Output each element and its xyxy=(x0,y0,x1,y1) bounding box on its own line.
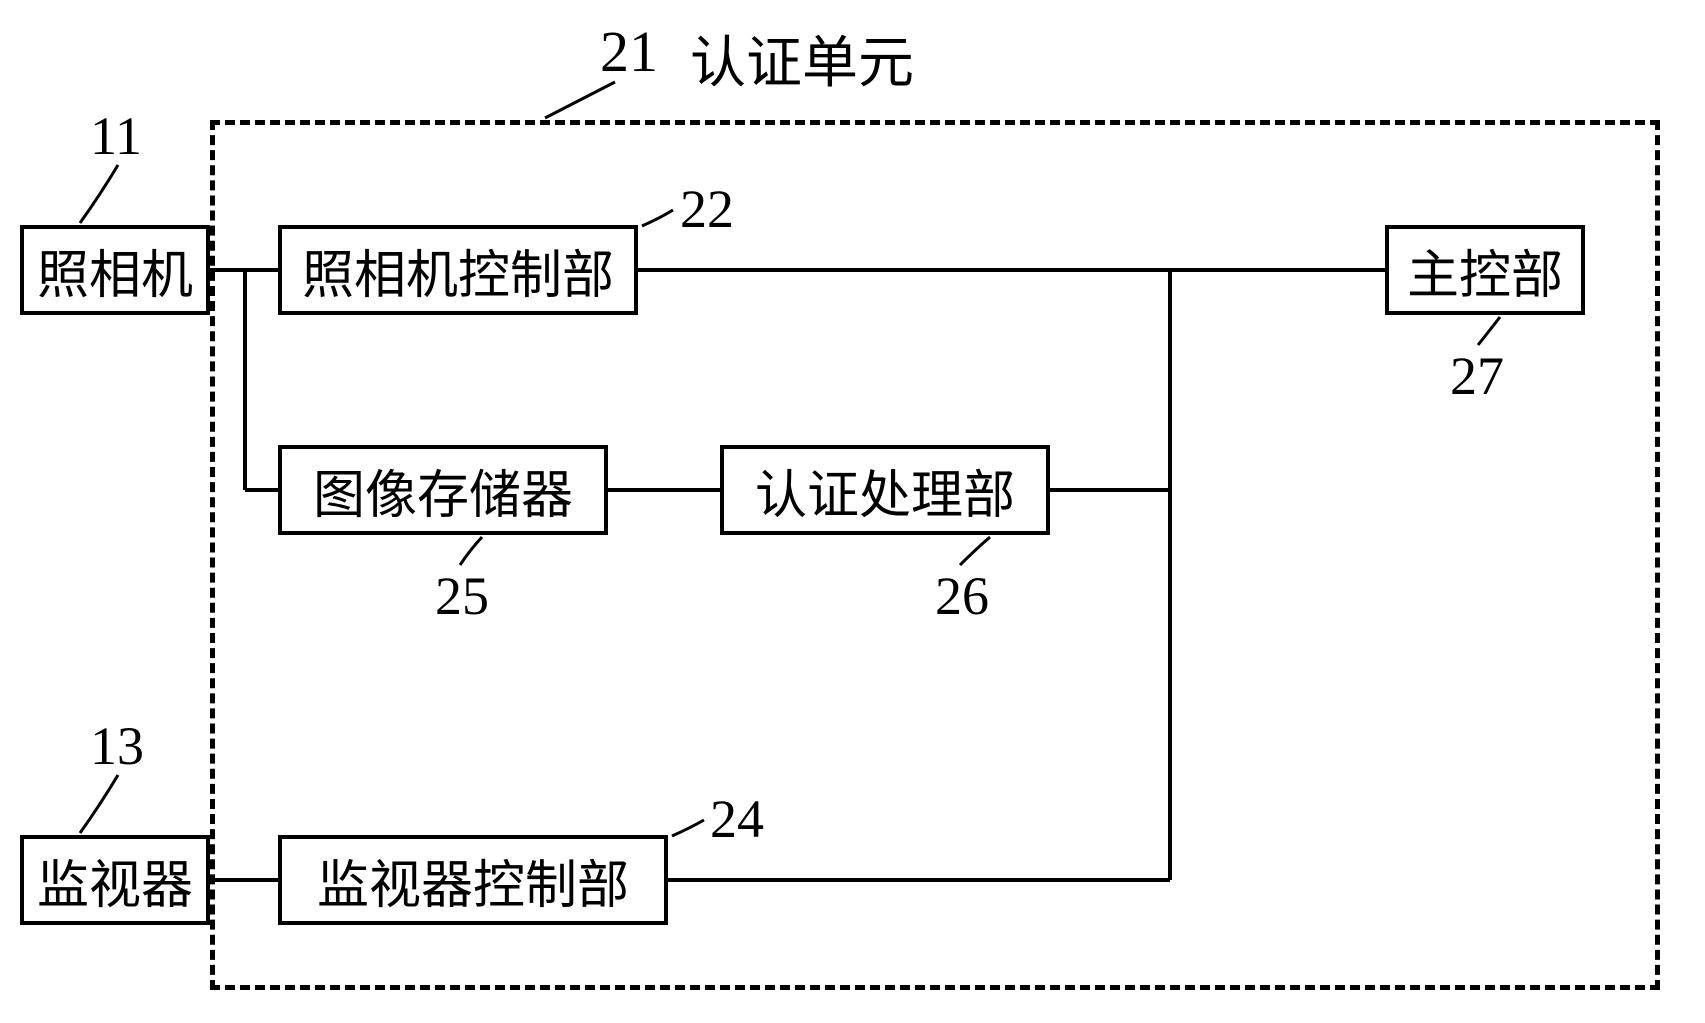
node-cam-ctrl: 照相机控制部 xyxy=(278,225,638,315)
node-camera-text: 照相机 xyxy=(37,233,193,308)
node-img-store-num: 25 xyxy=(435,565,489,627)
node-auth-proc: 认证处理部 xyxy=(720,445,1050,535)
node-mon-ctrl: 监视器控制部 xyxy=(278,835,668,925)
node-cam-ctrl-num: 22 xyxy=(680,178,734,240)
node-auth-proc-text: 认证处理部 xyxy=(755,453,1015,528)
node-main-ctrl-num: 27 xyxy=(1450,345,1504,407)
node-camera-num: 11 xyxy=(90,105,142,167)
title-text: 认证单元 xyxy=(690,18,914,99)
node-monitor-text: 监视器 xyxy=(37,843,193,918)
node-mon-ctrl-text: 监视器控制部 xyxy=(317,843,629,918)
title-number: 21 xyxy=(600,18,658,85)
node-camera: 照相机 xyxy=(20,225,210,315)
node-cam-ctrl-text: 照相机控制部 xyxy=(302,233,614,308)
node-main-ctrl-text: 主控部 xyxy=(1407,233,1563,308)
node-monitor-num: 13 xyxy=(90,715,144,777)
node-main-ctrl: 主控部 xyxy=(1385,225,1585,315)
node-auth-proc-num: 26 xyxy=(935,565,989,627)
node-img-store-text: 图像存储器 xyxy=(313,453,573,528)
node-monitor: 监视器 xyxy=(20,835,210,925)
node-img-store: 图像存储器 xyxy=(278,445,608,535)
node-mon-ctrl-num: 24 xyxy=(710,788,764,850)
